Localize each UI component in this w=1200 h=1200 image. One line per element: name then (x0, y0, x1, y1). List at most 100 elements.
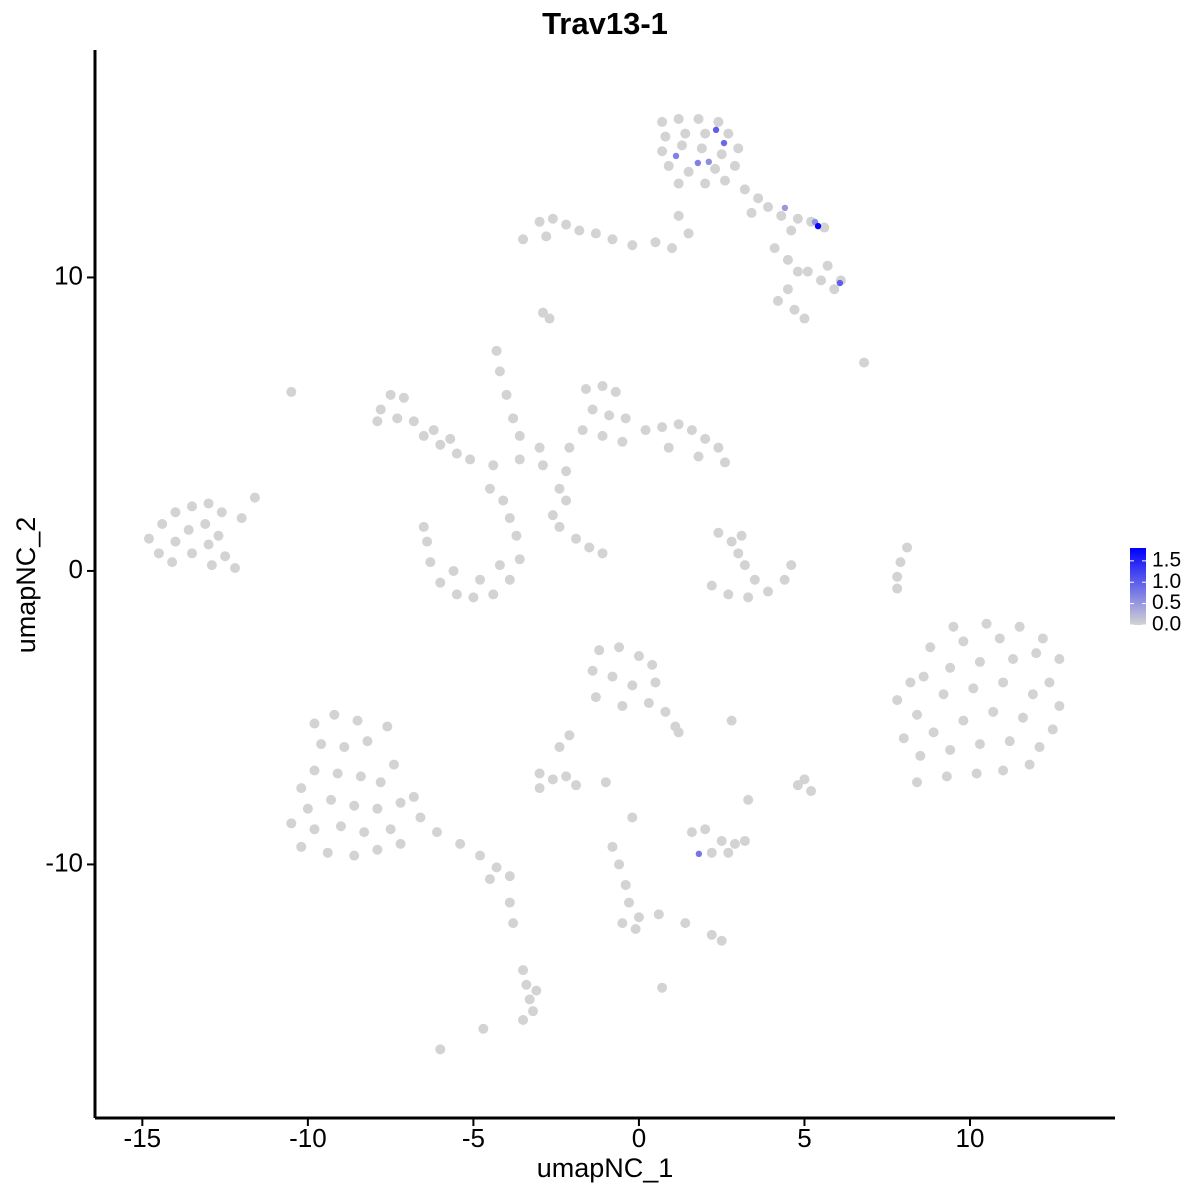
point (792, 266, 803, 277)
point (958, 636, 969, 647)
point (660, 706, 671, 717)
point (580, 383, 591, 394)
x-tick-label: 5 (797, 1123, 811, 1153)
y-tick-label: 10 (54, 260, 83, 290)
point (547, 213, 558, 224)
point (1044, 677, 1055, 688)
point (494, 560, 505, 571)
colorbar-label: 1.0 (1152, 570, 1181, 593)
point (723, 847, 734, 858)
point (607, 671, 618, 682)
point (912, 709, 923, 720)
point (335, 821, 346, 832)
point (157, 518, 168, 529)
point (392, 413, 403, 424)
point (814, 222, 822, 230)
point (700, 824, 711, 835)
point (395, 838, 406, 849)
point (524, 994, 535, 1005)
point (435, 577, 446, 588)
point (653, 909, 664, 920)
point (571, 780, 582, 791)
point (736, 530, 747, 541)
point (673, 113, 684, 124)
point (236, 513, 247, 524)
point (448, 565, 459, 576)
point (534, 768, 545, 779)
point (425, 557, 436, 568)
point (170, 536, 181, 547)
point (686, 425, 697, 436)
point (829, 284, 840, 295)
point (633, 651, 644, 662)
point (561, 771, 572, 782)
point (650, 237, 661, 248)
point (418, 521, 429, 532)
point (733, 143, 744, 154)
point (508, 413, 519, 424)
point (398, 392, 409, 403)
point (355, 771, 366, 782)
point (614, 859, 625, 870)
point (504, 897, 515, 908)
point (547, 510, 558, 521)
point (296, 783, 307, 794)
x-tick-label: 10 (956, 1123, 985, 1153)
point (706, 580, 717, 591)
point (617, 918, 628, 929)
point (607, 234, 618, 245)
point (716, 935, 727, 946)
point (534, 216, 545, 227)
point (729, 838, 740, 849)
point (905, 677, 916, 688)
point (700, 128, 711, 139)
point (534, 783, 545, 794)
point (1054, 653, 1065, 664)
point (286, 818, 297, 829)
point (564, 442, 575, 453)
point (604, 410, 615, 421)
point (415, 812, 426, 823)
point (928, 727, 939, 738)
point (733, 548, 744, 559)
point (782, 254, 793, 265)
point (428, 425, 439, 436)
point (676, 140, 687, 151)
point (170, 507, 181, 518)
point (743, 592, 754, 603)
point (617, 436, 628, 447)
point (1008, 653, 1019, 664)
point (375, 404, 386, 415)
point (694, 159, 702, 167)
point (435, 439, 446, 450)
point (561, 495, 572, 506)
point (326, 794, 337, 805)
point (988, 706, 999, 717)
point (726, 715, 737, 726)
point (739, 184, 750, 195)
point (577, 425, 588, 436)
point (859, 357, 870, 368)
point (772, 295, 783, 306)
point (329, 709, 340, 720)
point (435, 1044, 446, 1055)
colorbar-label: 0.5 (1152, 591, 1181, 614)
point (663, 442, 674, 453)
point (822, 260, 833, 271)
point (776, 210, 787, 221)
point (309, 718, 320, 729)
point (587, 404, 598, 415)
point (781, 204, 789, 212)
point (647, 659, 658, 670)
point (729, 160, 740, 171)
point (630, 923, 641, 934)
point (561, 466, 572, 477)
point (422, 536, 433, 547)
point (478, 1023, 489, 1034)
point (431, 827, 442, 838)
point (465, 454, 476, 465)
point (395, 797, 406, 808)
point (660, 131, 671, 142)
point (726, 536, 737, 547)
